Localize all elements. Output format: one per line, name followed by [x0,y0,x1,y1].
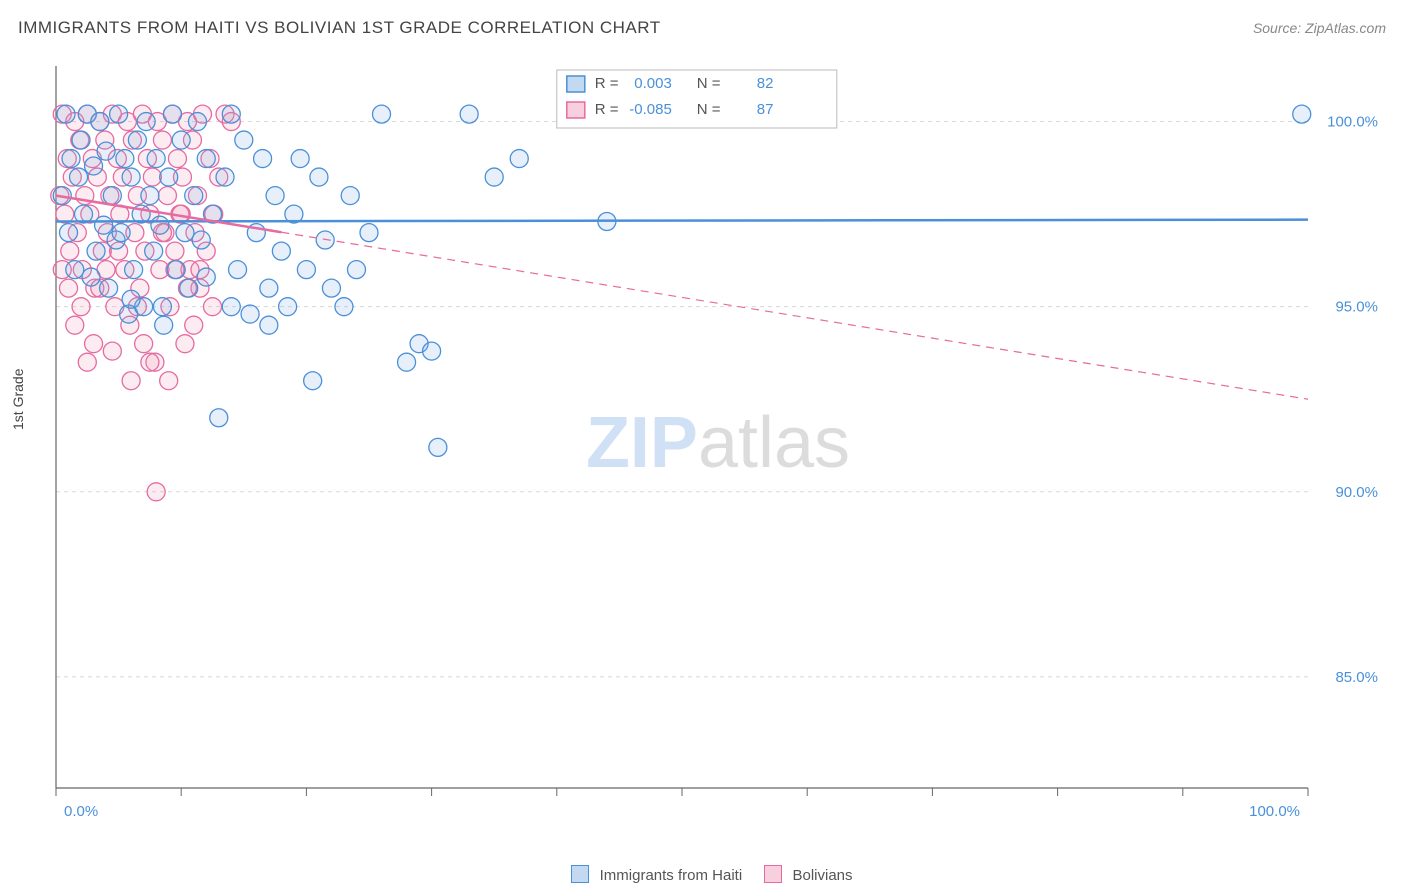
svg-text:100.0%: 100.0% [1327,114,1378,131]
y-axis-label: 1st Grade [10,369,26,430]
svg-text:-0.085: -0.085 [629,101,672,118]
svg-text:R =: R = [595,75,619,92]
svg-text:90.0%: 90.0% [1335,484,1378,501]
legend-label-haiti: Immigrants from Haiti [600,867,743,884]
chart-area: 85.0% 90.0% 95.0% 100.0% 0.0% 100.0% R = 0.003 N… [48,58,1388,828]
legend-swatch-haiti [571,865,589,883]
svg-text:85.0%: 85.0% [1335,669,1378,686]
svg-text:82: 82 [757,75,774,92]
legend-swatch-bolivians [764,865,782,883]
chart-title: IMMIGRANTS FROM HAITI VS BOLIVIAN 1ST GR… [18,18,661,38]
svg-text:87: 87 [757,101,774,118]
svg-text:0.0%: 0.0% [64,803,98,820]
svg-text:100.0%: 100.0% [1249,803,1300,820]
svg-text:N =: N = [697,101,721,118]
svg-text:0.003: 0.003 [634,75,672,92]
legend-label-bolivians: Bolivians [793,867,853,884]
source-label: Source: ZipAtlas.com [1253,20,1386,36]
bottom-legend: Immigrants from Haiti Bolivians [0,865,1406,884]
svg-text:R =: R = [595,101,619,118]
svg-text:95.0%: 95.0% [1335,299,1378,316]
scatter-plot: 85.0% 90.0% 95.0% 100.0% 0.0% 100.0% R = 0.003 N… [48,58,1388,828]
svg-text:N =: N = [697,75,721,92]
